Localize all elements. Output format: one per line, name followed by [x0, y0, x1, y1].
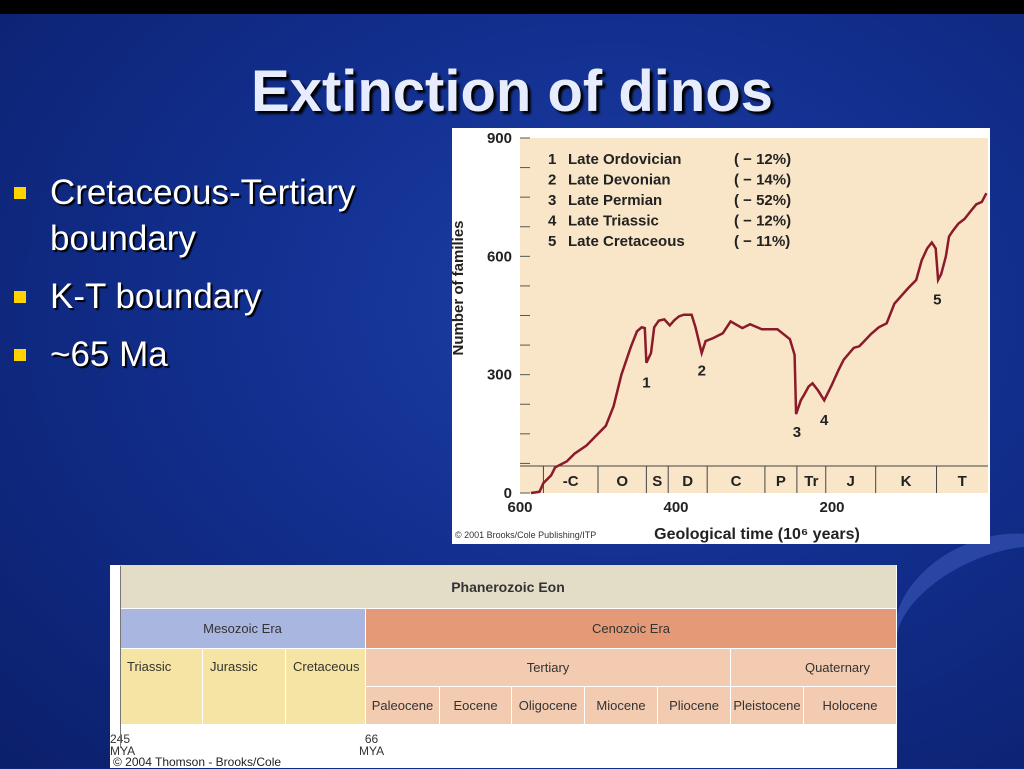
legend-number: 1: [548, 151, 556, 168]
legend-name: Late Permian: [568, 192, 662, 209]
extinction-marker-label: 2: [698, 363, 706, 380]
eon-axis-line: [120, 566, 121, 748]
period-label: J: [847, 473, 855, 490]
y-tick-label: 600: [487, 248, 512, 265]
eon-timescale: Phanerozoic Eon Mesozoic Era Cenozoic Er…: [110, 565, 897, 769]
legend-name: Late Devonian: [568, 172, 671, 189]
mya-245-label: 245MYA: [110, 733, 136, 758]
x-axis-label: Geological time (10⁶ years): [654, 526, 860, 543]
extinction-chart-svg: -C O S D C P Tr J K T 0 300 600 900 600 400 200 1 2 3 4 5 1…: [450, 130, 988, 543]
slide-title: Extinction of dinos: [251, 59, 773, 124]
y-tick-label: 0: [504, 485, 512, 502]
period-tertiary: Tertiary: [366, 649, 731, 687]
legend-number: 5: [548, 233, 556, 250]
eon-credit: © 2004 Thomson - Brooks/Cole: [113, 755, 282, 769]
mya-66-label: 66 MYA: [359, 732, 385, 758]
epoch-eocene: Eocene: [440, 687, 512, 725]
legend-number: 3: [548, 192, 556, 209]
legend-name: Late Cretaceous: [568, 233, 685, 250]
legend-percent: ( − 52%): [734, 192, 791, 209]
bullet-text: Cretaceous-Tertiary boundary: [50, 173, 356, 258]
epoch-holocene: Holocene: [804, 687, 897, 725]
bullet-list: Cretaceous-Tertiary boundary K-T boundar…: [14, 170, 434, 390]
extinction-marker-label: 1: [642, 375, 650, 392]
period-cretaceous: Cretaceous: [286, 649, 366, 725]
bullet-square-icon: [14, 291, 26, 303]
epoch-oligocene: Oligocene: [512, 687, 585, 725]
period-jurassic: Jurassic: [203, 649, 286, 725]
bullet-text: ~65 Ma: [50, 335, 168, 374]
bullet-square-icon: [14, 187, 26, 199]
y-axis-label: Number of families: [452, 220, 467, 355]
chart-credit: © 2001 Brooks/Cole Publishing/ITP: [455, 530, 596, 540]
legend-name: Late Triassic: [568, 213, 659, 230]
y-tick-label: 300: [487, 367, 512, 384]
eon-cell: Phanerozoic Eon: [120, 565, 897, 609]
era-mesozoic: Mesozoic Era: [120, 609, 366, 649]
bullet-text: K-T boundary: [50, 277, 262, 316]
legend-number: 2: [548, 172, 556, 189]
epoch-miocene: Miocene: [585, 687, 658, 725]
epoch-pliocene: Pliocene: [658, 687, 731, 725]
legend-percent: ( − 11%): [734, 233, 790, 250]
x-tick-label: 600: [507, 499, 532, 516]
period-label: S: [652, 473, 662, 490]
period-label: C: [731, 473, 742, 490]
period-label: -C: [563, 473, 579, 490]
bullet-item: K-T boundary: [14, 274, 434, 320]
legend-percent: ( − 14%): [734, 172, 791, 189]
epoch-paleocene: Paleocene: [366, 687, 440, 725]
extinction-marker-label: 4: [820, 412, 829, 429]
period-label: Tr: [804, 473, 818, 490]
extinction-marker-label: 5: [933, 292, 941, 309]
bullet-item: Cretaceous-Tertiary boundary: [14, 170, 434, 262]
period-label: O: [616, 473, 628, 490]
legend-name: Late Ordovician: [568, 151, 681, 168]
y-tick-label: 900: [487, 130, 512, 147]
epoch-pleistocene: Pleistocene: [731, 687, 804, 725]
period-label: T: [958, 473, 967, 490]
bullet-item: ~65 Ma: [14, 332, 434, 378]
extinction-chart: -C O S D C P Tr J K T 0 300 600 900 600 400 200 1 2 3 4 5 1…: [450, 128, 990, 544]
legend-number: 4: [548, 213, 557, 230]
period-label: K: [901, 473, 912, 490]
period-label: D: [682, 473, 693, 490]
period-label: P: [776, 473, 786, 490]
x-tick-label: 200: [819, 499, 844, 516]
era-cenozoic: Cenozoic Era: [366, 609, 897, 649]
x-tick-label: 400: [663, 499, 688, 516]
legend-percent: ( − 12%): [734, 213, 791, 230]
bullet-square-icon: [14, 349, 26, 361]
legend-percent: ( − 12%): [734, 151, 791, 168]
period-triassic: Triassic: [120, 649, 203, 725]
families-curve: [530, 192, 988, 495]
period-quaternary: Quaternary: [731, 649, 897, 687]
extinction-marker-label: 3: [793, 424, 801, 441]
top-bar: [0, 0, 1024, 14]
